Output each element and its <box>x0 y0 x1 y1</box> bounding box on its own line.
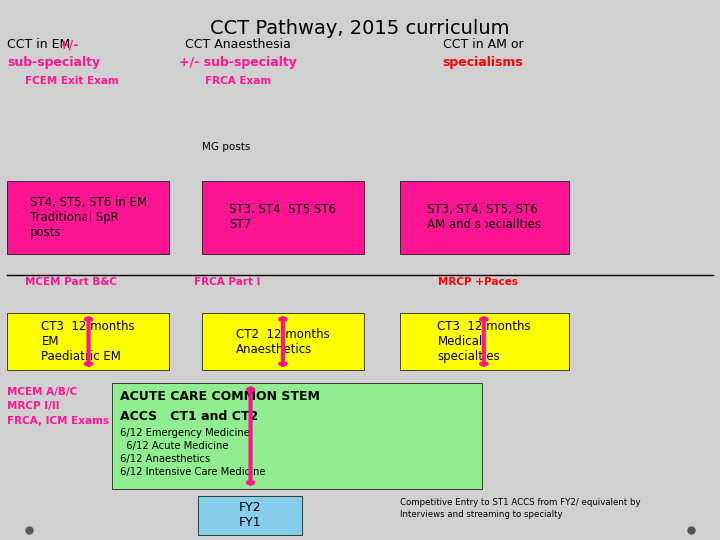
FancyBboxPatch shape <box>202 313 364 370</box>
Text: CCT in EM: CCT in EM <box>7 38 74 51</box>
Text: CCT Anaesthesia: CCT Anaesthesia <box>184 38 291 51</box>
Text: ST3, ST4, ST5 ST6
ST7: ST3, ST4, ST5 ST6 ST7 <box>229 204 336 231</box>
Text: MCEM Part B&C: MCEM Part B&C <box>25 277 117 287</box>
Text: specialisms: specialisms <box>443 56 523 69</box>
FancyBboxPatch shape <box>400 313 569 370</box>
Text: ACCS   CT1 and CT2: ACCS CT1 and CT2 <box>120 410 258 423</box>
Text: ST3, ST4, ST5, ST6
AM and speciallties: ST3, ST4, ST5, ST6 AM and speciallties <box>427 204 541 231</box>
Text: CT3  12 months
Medical
specialties: CT3 12 months Medical specialties <box>437 320 531 363</box>
FancyBboxPatch shape <box>202 181 364 254</box>
Text: sub-specialty: sub-specialty <box>7 56 100 69</box>
FancyBboxPatch shape <box>7 313 169 370</box>
Text: 6/12 Intensive Care Medicine: 6/12 Intensive Care Medicine <box>120 467 266 477</box>
Text: Interviews and streaming to specialty: Interviews and streaming to specialty <box>400 510 562 519</box>
Text: MRCP I/II: MRCP I/II <box>7 401 60 411</box>
Text: FY2
FY1: FY2 FY1 <box>239 501 261 529</box>
Text: 6/12 Anaesthetics: 6/12 Anaesthetics <box>120 454 210 464</box>
Text: ACUTE CARE COMMON STEM: ACUTE CARE COMMON STEM <box>120 390 320 403</box>
Text: ST4, ST5, ST6 in EM
Traditional SpR
posts: ST4, ST5, ST6 in EM Traditional SpR post… <box>30 196 147 239</box>
Text: CCT in AM or: CCT in AM or <box>443 38 523 51</box>
Text: +/-: +/- <box>59 38 79 51</box>
FancyBboxPatch shape <box>7 181 169 254</box>
Text: FRCA Exam: FRCA Exam <box>205 76 271 86</box>
FancyBboxPatch shape <box>112 383 482 489</box>
Text: Competitive Entry to ST1 ACCS from FY2/ equivalent by: Competitive Entry to ST1 ACCS from FY2/ … <box>400 497 640 507</box>
Text: +/- sub-specialty: +/- sub-specialty <box>179 56 297 69</box>
Text: CCT Pathway, 2015 curriculum: CCT Pathway, 2015 curriculum <box>210 19 510 38</box>
Text: FRCA Part I: FRCA Part I <box>194 277 260 287</box>
Text: MCEM A/B/C: MCEM A/B/C <box>7 387 78 397</box>
Text: FCEM Exit Exam: FCEM Exit Exam <box>25 76 119 86</box>
Text: FRCA, ICM Exams: FRCA, ICM Exams <box>7 416 109 426</box>
FancyBboxPatch shape <box>198 496 302 535</box>
Text: CT3  12 months
EM
Paediatric EM: CT3 12 months EM Paediatric EM <box>41 320 135 363</box>
Text: CT2  12 months
Anaesthetics: CT2 12 months Anaesthetics <box>235 328 330 355</box>
Text: MG posts: MG posts <box>202 142 250 152</box>
Text: 6/12 Acute Medicine: 6/12 Acute Medicine <box>120 441 229 451</box>
Text: MRCP +Paces: MRCP +Paces <box>438 277 518 287</box>
FancyBboxPatch shape <box>400 181 569 254</box>
Text: 6/12 Emergency Medicine: 6/12 Emergency Medicine <box>120 428 250 438</box>
